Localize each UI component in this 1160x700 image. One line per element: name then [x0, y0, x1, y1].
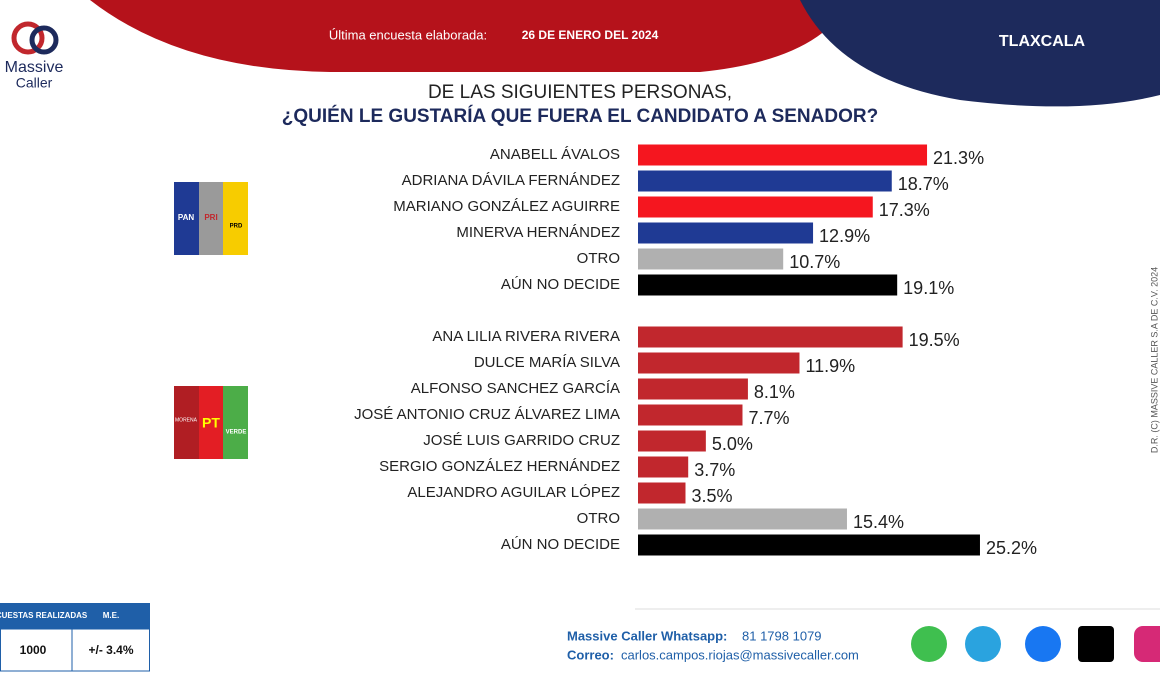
header-band [90, 0, 850, 72]
value-label: 3.5% [691, 486, 732, 506]
value-label: 15.4% [853, 512, 904, 532]
party-logo [223, 182, 248, 255]
category-label: ALFONSO SANCHEZ GARCÍA [411, 380, 620, 397]
value-label: 8.1% [754, 382, 795, 402]
category-label: OTRO [577, 510, 620, 527]
bar [638, 274, 898, 296]
question-line: ¿QUIÉN LE GUSTARÍA QUE FUERA EL CANDIDAT… [282, 105, 878, 127]
category-label: ANA LILIA RIVERA RIVERA [432, 328, 620, 345]
category-label: MARIANO GONZÁLEZ AGUIRRE [393, 198, 620, 215]
survey-label: Última encuesta elaborada: [329, 27, 487, 42]
instagram-icon[interactable] [1134, 626, 1160, 662]
category-label: SERGIO GONZÁLEZ HERNÁNDEZ [379, 458, 620, 475]
value-label: 19.1% [903, 278, 954, 298]
footer-label: Correo: [567, 647, 614, 662]
logo-text: Massive [5, 59, 64, 76]
bar-chart: ANABELL ÁVALOS 21.3% ADRIANA DÁVILA FERNÁN… [354, 144, 1037, 558]
category-label: DULCE MARÍA SILVA [474, 354, 620, 371]
question-line: DE LAS SIGUIENTES PERSONAS, [428, 82, 732, 103]
footer-value: carlos.campos.riojas@massivecaller.com [621, 647, 859, 662]
party-name: PT [202, 415, 220, 431]
party-logo [174, 386, 199, 459]
bar [638, 482, 686, 504]
region: TLAXCALA [999, 33, 1086, 50]
footer-value: 81 1798 1079 [742, 628, 822, 643]
table-cell: 1000 [20, 643, 47, 657]
category-label: AÚN NO DECIDE [501, 536, 620, 553]
header-shape [800, 0, 1160, 107]
bar [638, 248, 784, 270]
party-name: PRI [204, 213, 217, 222]
bar [638, 352, 800, 374]
table-header-cell: M.E. [103, 611, 119, 620]
logo-icon [29, 25, 59, 55]
value-label: 7.7% [748, 408, 789, 428]
value-label: 17.3% [879, 200, 930, 220]
party-logo [174, 182, 199, 255]
table-header-cell: ENCUESTAS REALIZADAS [0, 611, 88, 620]
bar [638, 326, 903, 348]
table-cell: +/- 3.4% [88, 643, 133, 657]
category-label: ANABELL ÁVALOS [490, 146, 620, 163]
value-label: 25.2% [986, 538, 1037, 558]
copyright: D.R. (C) MASSIVE CALLER S.A DE C.V. 2024 [1149, 267, 1159, 453]
value-label: 3.7% [694, 460, 735, 480]
bar [638, 508, 847, 530]
bar [638, 222, 814, 244]
party-logo [199, 182, 223, 255]
party-name: MORENA [175, 417, 198, 423]
x-icon[interactable] [1078, 626, 1114, 662]
survey-date: 26 DE ENERO DEL 2024 [522, 28, 659, 42]
category-label: ADRIANA DÁVILA FERNÁNDEZ [402, 172, 620, 189]
bar [638, 404, 743, 426]
facebook-icon[interactable] [1025, 626, 1061, 662]
party-name: VERDE [226, 430, 247, 436]
bar [638, 144, 928, 166]
category-label: JOSÉ LUIS GARRIDO CRUZ [423, 432, 620, 449]
table-body [0, 628, 150, 672]
telegram-icon[interactable] [965, 626, 1001, 662]
whatsapp-icon[interactable] [911, 626, 947, 662]
value-label: 12.9% [819, 226, 870, 246]
category-label: AÚN NO DECIDE [501, 276, 620, 293]
party-logo [223, 386, 248, 459]
value-label: 11.9% [805, 356, 855, 376]
category-label: JOSÉ ANTONIO CRUZ ÁLVAREZ LIMA [354, 406, 620, 423]
bar [638, 430, 706, 452]
bar [638, 456, 689, 478]
party-name: PAN [178, 213, 195, 222]
bar [638, 534, 980, 556]
value-label: 10.7% [789, 252, 840, 272]
table-header [0, 603, 150, 629]
bar [638, 196, 873, 218]
party-name: PRD [230, 224, 243, 230]
footer-label: Massive Caller Whatsapp: [567, 628, 727, 643]
party-logo [199, 386, 223, 459]
category-label: MINERVA HERNÁNDEZ [456, 224, 620, 241]
logo-text: Caller [16, 75, 53, 91]
value-label: 21.3% [933, 148, 984, 168]
value-label: 18.7% [898, 174, 949, 194]
category-label: OTRO [577, 250, 620, 267]
logo-icon [11, 21, 45, 55]
bar [638, 378, 748, 400]
bar [638, 170, 892, 192]
value-label: 5.0% [712, 434, 753, 454]
category-label: ALEJANDRO AGUILAR LÓPEZ [407, 484, 620, 501]
value-label: 19.5% [909, 330, 960, 350]
